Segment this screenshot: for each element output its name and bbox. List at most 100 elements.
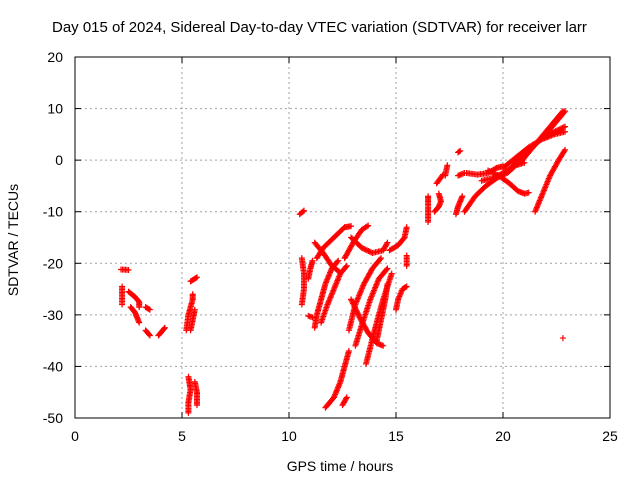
- data-point: [355, 311, 362, 318]
- data-point: [384, 265, 391, 272]
- data-point: [187, 327, 194, 334]
- data-point: [146, 306, 153, 313]
- data-point: [383, 266, 390, 273]
- data-point: [554, 127, 561, 134]
- y-tick-label: -40: [43, 358, 63, 374]
- data-point: [161, 324, 168, 331]
- data-point: [551, 128, 558, 135]
- y-axis-label: SDTVAR / TECUs: [5, 184, 21, 296]
- x-tick-label: 15: [388, 428, 404, 444]
- x-tick-label: 10: [281, 428, 297, 444]
- data-point: [552, 128, 559, 135]
- data-point: [343, 394, 350, 401]
- data-point: [487, 168, 494, 175]
- data-point: [362, 246, 369, 253]
- data-point: [380, 342, 387, 349]
- data-point: [350, 301, 357, 308]
- y-tick-label: 0: [55, 152, 63, 168]
- x-tick-label: 0: [71, 428, 79, 444]
- data-point: [361, 246, 368, 253]
- data-point: [185, 409, 192, 416]
- chart-title: Day 015 of 2024, Sidereal Day-to-day VTE…: [52, 19, 587, 36]
- data-point: [562, 123, 569, 130]
- data-point: [300, 207, 307, 214]
- data-point: [489, 169, 496, 176]
- data-point: [335, 257, 342, 264]
- data-point: [349, 299, 356, 306]
- data-point: [562, 146, 569, 153]
- data-point: [161, 325, 168, 332]
- data-point: [343, 262, 350, 269]
- data-point: [352, 304, 359, 311]
- data-point: [493, 171, 500, 178]
- data-point: [562, 128, 569, 135]
- data-point: [457, 147, 464, 154]
- data-point: [402, 284, 409, 291]
- data-point: [444, 162, 451, 169]
- data-point: [403, 283, 410, 290]
- y-tick-label: -10: [43, 204, 63, 220]
- data-point: [146, 331, 153, 338]
- data-point: [366, 248, 373, 255]
- data-point: [384, 239, 391, 246]
- data-point: [365, 222, 372, 229]
- plot-frame: [74, 56, 611, 419]
- data-point: [355, 313, 362, 320]
- data-point: [125, 266, 132, 273]
- y-tick-label: -50: [43, 410, 63, 426]
- y-tick-label: -30: [43, 307, 63, 323]
- axis-ticks: 0 5 10 15 20 25 -50 -40 -30 -20 -10 0 10 20: [43, 49, 618, 444]
- data-point: [343, 395, 350, 402]
- data-point: [136, 304, 143, 311]
- data-point: [490, 170, 497, 177]
- data-point: [364, 247, 371, 254]
- data-point: [456, 148, 463, 155]
- data-point: [353, 308, 360, 315]
- y-tick-label: 20: [47, 49, 63, 65]
- data-point: [403, 252, 410, 259]
- data-point: [384, 280, 391, 287]
- data-point: [560, 124, 567, 131]
- data-point: [378, 255, 385, 262]
- data-point: [491, 170, 498, 177]
- data-point: [403, 224, 410, 231]
- data-point: [334, 258, 341, 265]
- data-point: [388, 270, 395, 277]
- data-point: [353, 307, 360, 314]
- data-point: [342, 263, 349, 270]
- data-point: [486, 168, 493, 175]
- data-point: [559, 335, 566, 342]
- data-point: [352, 306, 359, 313]
- data-point: [309, 257, 316, 264]
- data-point: [145, 306, 152, 313]
- data-point: [459, 193, 466, 200]
- data-point: [136, 319, 143, 326]
- data-point: [351, 303, 358, 310]
- data-point: [348, 223, 355, 230]
- data-point: [358, 244, 365, 251]
- x-tick-label: 5: [178, 428, 186, 444]
- data-point: [350, 300, 357, 307]
- x-tick-label: 25: [602, 428, 618, 444]
- data-point: [298, 255, 305, 262]
- data-point: [348, 296, 355, 303]
- data-point: [193, 402, 200, 409]
- data-point: [425, 193, 432, 200]
- data-point: [555, 126, 562, 133]
- y-tick-label: 10: [47, 101, 63, 117]
- data-point: [558, 125, 565, 132]
- data-point: [485, 167, 492, 174]
- data-point: [363, 223, 370, 230]
- data-point: [354, 310, 361, 317]
- data-point: [558, 109, 565, 116]
- data-point: [189, 291, 196, 298]
- data-point: [345, 347, 352, 354]
- x-axis-label: GPS time / hours: [287, 458, 394, 474]
- data-point: [299, 208, 306, 215]
- data-point: [360, 245, 367, 252]
- data-point: [192, 274, 199, 281]
- data-point: [559, 108, 566, 115]
- data-point: [377, 256, 384, 263]
